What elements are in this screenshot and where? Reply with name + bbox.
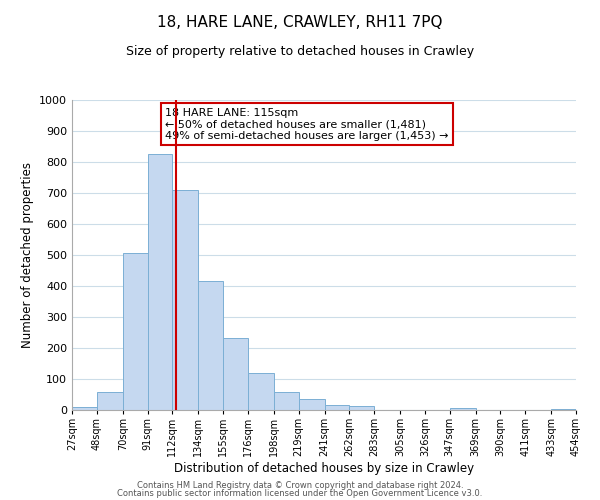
Text: Contains HM Land Registry data © Crown copyright and database right 2024.: Contains HM Land Registry data © Crown c… [137,480,463,490]
Text: Size of property relative to detached houses in Crawley: Size of property relative to detached ho… [126,45,474,58]
Bar [551,409,576,410]
Y-axis label: Number of detached properties: Number of detached properties [20,162,34,348]
Bar [349,406,374,410]
Text: Contains public sector information licensed under the Open Government Licence v3: Contains public sector information licen… [118,489,482,498]
Bar [274,392,299,410]
Bar [148,154,172,410]
Bar [97,392,123,410]
Text: 18, HARE LANE, CRAWLEY, RH11 7PQ: 18, HARE LANE, CRAWLEY, RH11 7PQ [157,15,443,30]
Bar [198,282,223,410]
Bar [223,338,248,410]
Text: 18 HARE LANE: 115sqm
← 50% of detached houses are smaller (1,481)
49% of semi-de: 18 HARE LANE: 115sqm ← 50% of detached h… [165,108,449,141]
Bar [299,399,325,410]
Bar [123,254,148,410]
X-axis label: Distribution of detached houses by size in Crawley: Distribution of detached houses by size … [174,462,474,475]
Bar [172,190,198,410]
Bar [72,407,97,410]
Bar [248,374,274,410]
Bar [325,406,349,410]
Bar [450,408,476,410]
